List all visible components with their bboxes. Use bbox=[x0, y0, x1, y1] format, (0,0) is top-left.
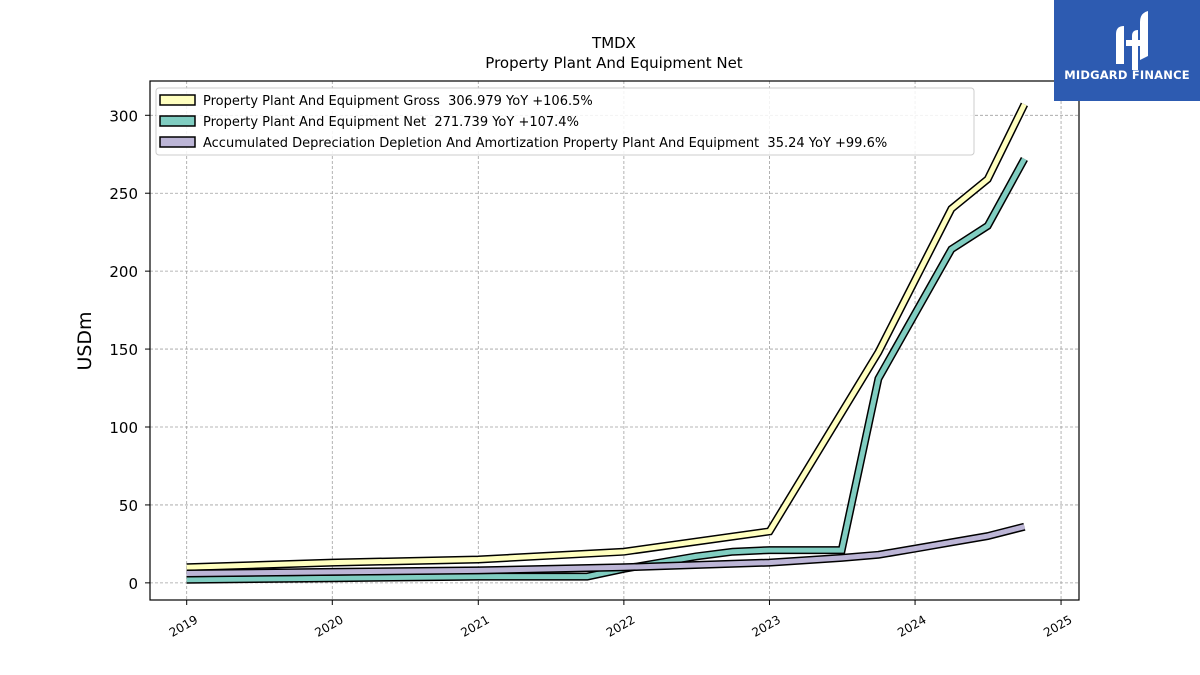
legend-swatch bbox=[159, 115, 196, 127]
legend-swatch bbox=[159, 136, 196, 148]
y-tick-label: 50 bbox=[119, 497, 138, 515]
legend-label: Property Plant And Equipment Gross 306.9… bbox=[203, 94, 593, 109]
y-tick-label: 300 bbox=[109, 107, 138, 125]
legend: Property Plant And Equipment Gross 306.9… bbox=[155, 87, 975, 156]
legend-swatch bbox=[159, 94, 196, 106]
series-line-outline bbox=[186, 156, 1028, 584]
y-axis-label: USDm bbox=[74, 311, 96, 370]
legend-box bbox=[155, 87, 975, 156]
legend-label: Accumulated Depreciation Depletion And A… bbox=[203, 136, 887, 151]
chart-title: TMDX bbox=[591, 34, 636, 52]
brand-logo: MIDGARD FINANCE bbox=[1054, 0, 1200, 101]
series-0 bbox=[186, 102, 1028, 572]
series-line bbox=[186, 524, 1026, 576]
x-tick-label: 2025 bbox=[1041, 612, 1074, 639]
series-1 bbox=[186, 156, 1028, 584]
plot-frame bbox=[149, 80, 1080, 601]
grid bbox=[150, 81, 1079, 600]
x-tick-label: 2022 bbox=[604, 612, 637, 639]
x-tick-label: 2023 bbox=[750, 612, 783, 639]
x-tick-label: 2020 bbox=[312, 612, 345, 639]
y-tick-label: 0 bbox=[128, 575, 138, 593]
brand-name: MIDGARD FINANCE bbox=[1064, 68, 1190, 82]
y-tick-label: 150 bbox=[109, 341, 138, 359]
logo-mark-icon bbox=[1116, 11, 1148, 70]
y-tick-label: 250 bbox=[109, 185, 138, 203]
chart-subtitle: Property Plant And Equipment Net bbox=[485, 54, 742, 72]
series-line bbox=[186, 157, 1027, 583]
series-line bbox=[186, 103, 1027, 570]
y-tick-label: 100 bbox=[109, 419, 138, 437]
series-2 bbox=[186, 522, 1026, 578]
series-lines bbox=[186, 102, 1028, 584]
legend-label: Property Plant And Equipment Net 271.739… bbox=[203, 115, 579, 130]
x-tick-label: 2021 bbox=[458, 612, 491, 639]
x-tick-label: 2019 bbox=[167, 612, 200, 639]
x-tick-label: 2024 bbox=[895, 612, 928, 639]
y-axis: 0 50 100 150 200 250 300 bbox=[109, 107, 150, 593]
x-axis: 2019 2020 2021 2022 2023 2024 2025 bbox=[167, 600, 1075, 640]
y-tick-label: 200 bbox=[109, 263, 138, 281]
